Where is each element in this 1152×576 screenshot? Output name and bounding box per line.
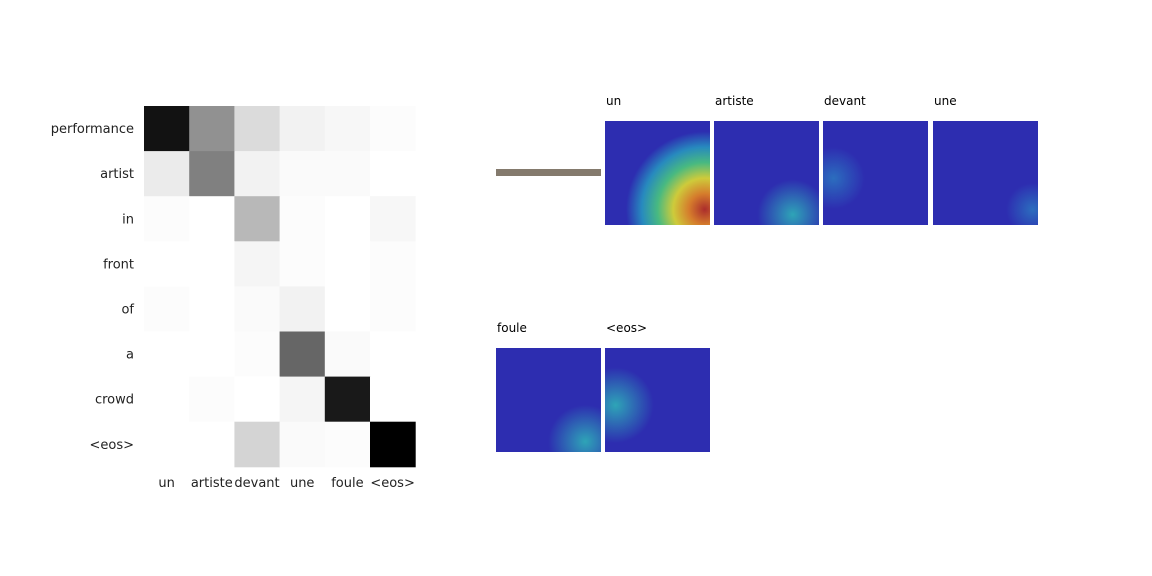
y-tick-label: crowd [95,393,134,408]
heatmap-cell [144,151,190,197]
attention-map-shade [823,121,928,225]
heatmap-cell [370,151,416,197]
attention-map-shade [496,348,601,452]
attention-map-title: <eos> [606,321,648,335]
attention-map-title: artiste [715,94,754,108]
x-tick-label: un [158,476,174,491]
attention-map-image [714,121,819,225]
y-tick-label: artist [100,167,134,182]
attention-map-heat [605,348,710,452]
attention-matrix-chart: performance artist in front of a crowd <eos> un a… [51,106,416,491]
heatmap-cell [144,106,190,152]
y-tick-label: performance [51,122,134,137]
attention-map-heat [933,121,1038,225]
y-tick-label: front [103,257,134,272]
heatmap-cell [279,106,326,152]
attention-map-heat [714,121,819,225]
heatmap-cell [189,286,235,332]
attention-matrix-panel: performance artist in front of a crowd <eos> un a… [0,0,460,576]
heatmap-cell [279,241,326,287]
heatmap-cell [189,151,235,197]
source-image-strip [496,169,601,176]
heatmap-cell [144,286,190,332]
heatmap-cell [144,331,190,378]
attention-map-title: devant [824,94,866,108]
attention-map-shade [714,121,819,225]
attention-map-heat [823,121,928,225]
heatmap-cell [144,196,190,242]
heatmap-cell [189,106,235,152]
y-tick-label: <eos> [89,438,134,453]
heatmap-cell [370,241,416,287]
heatmap-cell [324,421,371,468]
y-tick-label: of [121,302,134,317]
heatmap-cell [279,331,326,378]
heatmap-cell [144,421,190,468]
x-tick-label: foule [331,476,363,491]
attention-map-shade [605,121,710,225]
heatmap-cell [234,106,281,152]
heatmap-cell [144,241,190,287]
x-tick-label: devant [234,476,279,491]
y-tick-label: in [122,212,134,227]
heatmap-cell [279,196,326,242]
heatmap-cell [370,376,416,423]
heatmap-cell [189,331,235,378]
heatmap-cell [234,196,281,242]
heatmap-cell [324,376,371,423]
heatmap-cell [279,376,326,423]
heatmap-cell [189,196,235,242]
heatmap-cell [234,331,281,378]
heatmap-cell [279,286,326,332]
heatmap-cell [234,376,281,423]
heatmap-cell [370,196,416,242]
attention-map-title: une [934,94,957,108]
heatmap-cell [234,421,281,468]
x-tick-label: artiste [191,476,233,491]
heatmap-cell [324,106,371,152]
heatmap-cell [370,286,416,332]
heatmap-cell [324,151,371,197]
heatmap-cell [324,241,371,287]
heatmap-cell [189,421,235,468]
heatmap-cell [370,331,416,378]
attention-map-image [823,121,928,225]
attention-map-title: foule [497,321,527,335]
attention-map-image [933,121,1038,225]
heatmap-cell [324,286,371,332]
heatmap-cell [234,151,281,197]
attention-map-image [496,348,601,452]
heatmap-cell [370,106,416,152]
attention-map-shade [605,348,710,452]
heatmap-cell [279,421,326,468]
attention-map-image [605,348,710,452]
attention-map-heat [496,348,601,452]
attention-map-heat [605,121,710,225]
attention-map-title: un [606,94,622,108]
heatmap-cell [189,241,235,287]
heatmap-cell [234,241,281,287]
heatmap-cell [324,196,371,242]
x-tick-label: <eos> [370,476,415,491]
y-tick-label: a [126,348,134,363]
heatmap-cell [324,331,371,378]
x-tick-label: une [290,476,314,491]
heatmap-cell [144,376,190,423]
heatmap-cell [189,376,235,423]
attention-map-shade [933,121,1038,225]
attention-map-image [605,121,710,225]
heatmap-cell [234,286,281,332]
heatmap-cell [279,151,326,197]
heatmap-cell [370,421,416,468]
